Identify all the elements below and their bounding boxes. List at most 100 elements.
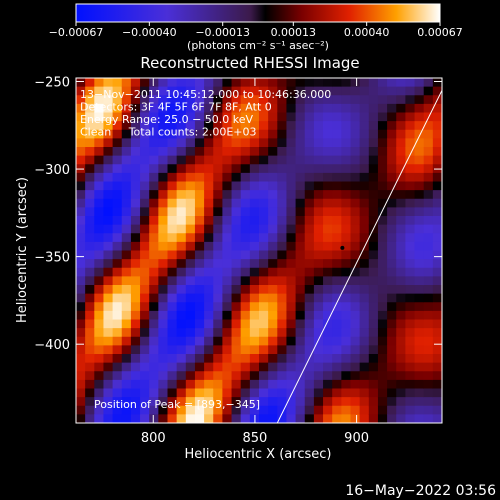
heatmap-cell [323,129,333,139]
heatmap-cell [121,259,132,269]
heatmap-cell [332,276,342,286]
heatmap-cell [423,190,434,200]
heatmap-cell [414,354,425,364]
heatmap-cell [359,78,370,88]
heatmap-cell [158,172,169,183]
heatmap-cell [313,259,324,269]
heatmap-cell [103,164,114,174]
heatmap-cell [94,397,105,407]
heatmap-cell [313,276,324,286]
heatmap-cell [350,129,361,139]
heatmap-cell [222,371,233,381]
heatmap-cell [103,250,114,260]
heatmap-cell [85,388,95,398]
heatmap-cell [368,78,379,88]
heatmap-cell [423,328,434,338]
heatmap-cell [130,354,141,364]
heatmap-cell [85,276,95,286]
heatmap-cell [268,138,278,148]
heatmap-cell [323,259,333,269]
heatmap-cell [332,181,342,191]
heatmap-cell [194,319,205,329]
heatmap-cell [359,293,370,303]
heatmap-cell [396,172,406,183]
heatmap-cell [194,397,205,407]
heatmap-cell [277,216,288,226]
heatmap-cell [130,379,141,390]
heatmap-cell [350,328,361,338]
heatmap-cell [231,250,242,260]
heatmap-cell [295,112,306,122]
heatmap-cell [295,86,306,96]
heatmap-cell [259,147,269,157]
heatmap-cell [277,78,288,88]
heatmap-cell [213,267,223,277]
heatmap-cell [396,362,406,372]
heatmap-cell [112,414,123,423]
heatmap-cell [286,190,297,200]
heatmap-cell [277,362,288,372]
heatmap-cell [259,95,269,105]
heatmap-cell [423,86,434,96]
heatmap-cell [194,78,205,88]
heatmap-cell [240,207,251,217]
heatmap-cell [149,241,159,252]
heatmap-cell [304,190,315,200]
heatmap-cell [304,250,315,260]
heatmap-cell [185,207,196,217]
heatmap-cell [268,267,278,277]
heatmap-cell [332,103,342,114]
heatmap-cell [295,78,306,88]
heatmap-cell [286,224,297,234]
heatmap-cell [240,164,251,174]
heatmap-cell [85,129,95,139]
heatmap-cell [341,86,352,96]
heatmap-cell [259,250,269,260]
heatmap-cell [167,319,178,329]
heatmap-cell [158,103,169,114]
heatmap-cell [94,293,105,303]
heatmap-cell [140,78,150,88]
heatmap-cell [341,112,352,122]
heatmap-cell [76,207,86,217]
heatmap-cell [204,345,214,355]
heatmap-cell [231,138,242,148]
heatmap-cell [240,112,251,122]
heatmap-cell [396,379,406,390]
heatmap-cell [231,164,242,174]
heatmap-cell [176,190,187,200]
heatmap-cell [323,207,333,217]
heatmap-cell [277,164,288,174]
heatmap-cell [231,121,242,131]
heatmap-cell [405,388,416,398]
heatmap-cell [359,319,370,329]
heatmap-cell [286,95,297,105]
heatmap-cell [396,241,406,252]
heatmap-cell [231,198,242,208]
heatmap-cell [295,259,306,269]
heatmap-cell [259,86,269,96]
heatmap-cell [112,397,123,407]
heatmap-cell [103,241,114,252]
heatmap-cell [313,328,324,338]
heatmap-cell [149,78,159,88]
heatmap-cell [304,285,315,295]
heatmap-cell [323,345,333,355]
heatmap-cell [130,190,141,200]
heatmap-cell [414,103,425,114]
heatmap-cell [350,112,361,122]
heatmap-cell [167,267,178,277]
heatmap-cell [176,310,187,321]
heatmap-cell [396,388,406,398]
heatmap-cell [396,293,406,303]
heatmap-cell [112,285,123,295]
heatmap-cell [185,336,196,346]
heatmap-cell [222,103,233,114]
heatmap-cell [85,181,95,191]
heatmap-cell [396,267,406,277]
y-axis-label: Heliocentric Y (arcsec) [15,177,30,323]
heatmap-cell [249,405,260,415]
heatmap-cell [295,310,306,321]
heatmap-cell [423,310,434,321]
heatmap-cell [304,233,315,243]
